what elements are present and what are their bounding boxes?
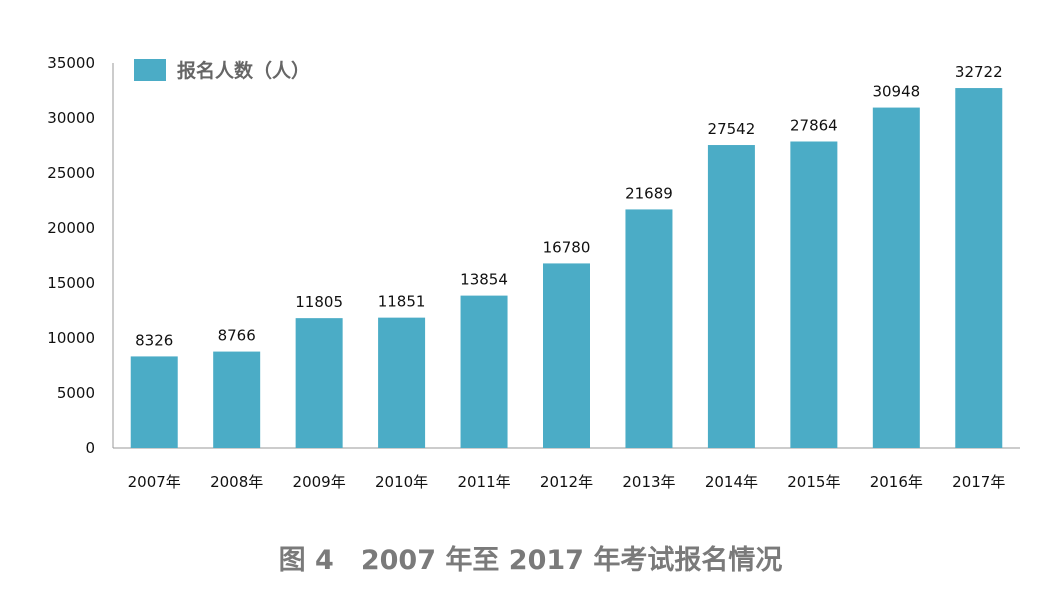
x-tick-label: 2017年 — [952, 473, 1005, 491]
data-label: 11805 — [295, 293, 343, 311]
x-tick-label: 2009年 — [293, 473, 346, 491]
data-label: 13854 — [460, 271, 508, 289]
data-label: 27864 — [790, 116, 838, 134]
data-label: 21689 — [625, 184, 673, 202]
y-tick-label: 5000 — [57, 384, 95, 402]
y-tick-label: 10000 — [47, 329, 95, 347]
bar — [872, 107, 920, 449]
y-tick-label: 0 — [85, 439, 95, 457]
legend-label: 报名人数（人） — [177, 59, 310, 82]
y-tick-label: 30000 — [47, 109, 95, 127]
x-tick-label: 2010年 — [375, 473, 428, 491]
bar — [295, 318, 343, 448]
data-label: 27542 — [708, 120, 756, 138]
bar — [130, 356, 178, 448]
x-tick-label: 2013年 — [622, 473, 675, 491]
bar — [625, 209, 673, 448]
data-label: 32722 — [955, 63, 1003, 81]
x-tick-label: 2012年 — [540, 473, 593, 491]
x-tick-label: 2016年 — [870, 473, 923, 491]
x-tick-label: 2011年 — [457, 473, 510, 491]
x-tick-label: 2014年 — [705, 473, 758, 491]
y-tick-label: 20000 — [47, 219, 95, 237]
x-tick-label: 2008年 — [210, 473, 263, 491]
legend-swatch — [134, 59, 166, 81]
x-tick-label: 2015年 — [787, 473, 840, 491]
figure-caption: 图 4 2007 年至 2017 年考试报名情况 — [278, 545, 783, 576]
bar — [707, 145, 755, 448]
y-tick-label: 15000 — [47, 274, 95, 292]
y-tick-label: 25000 — [47, 164, 95, 182]
data-label: 16780 — [543, 238, 591, 256]
bar-chart: 0 5000 10000 15000 20000 25000 30000 35000 8326 2… — [47, 54, 1020, 491]
bar — [213, 351, 261, 448]
data-label: 8766 — [218, 327, 256, 345]
y-tick-label: 35000 — [47, 54, 95, 72]
x-tick-label: 2007年 — [128, 473, 181, 491]
bar — [378, 317, 426, 448]
bar — [790, 141, 838, 448]
bar — [543, 263, 590, 448]
data-label: 11851 — [378, 293, 426, 311]
bar — [460, 295, 508, 448]
data-label: 30948 — [872, 83, 920, 101]
data-label: 8326 — [135, 331, 173, 349]
bar — [955, 88, 1003, 449]
